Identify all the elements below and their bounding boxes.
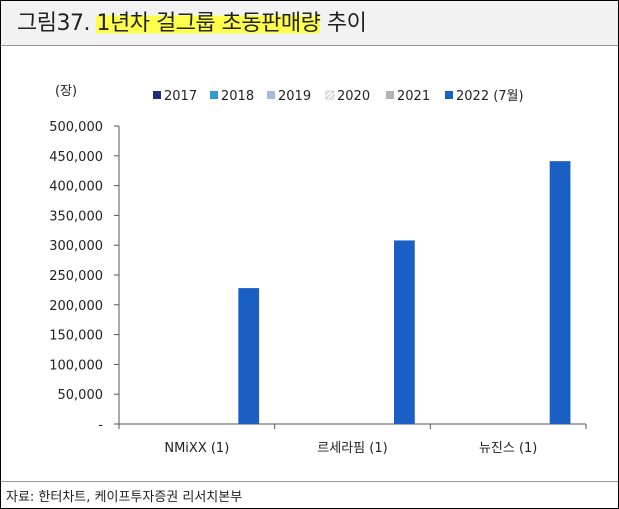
bar (549, 161, 571, 424)
legend-label: 2021 (397, 89, 430, 104)
y-tick-label: 250,000 (49, 269, 103, 284)
legend-label: 2020 (337, 89, 370, 104)
y-tick-label: 500,000 (49, 120, 103, 135)
legend-item: 2022 (7월) (445, 89, 524, 104)
x-tick-label: 뉴진스 (1) (479, 441, 537, 456)
x-tick-label: NMiXX (1) (164, 441, 229, 456)
footer-divider (1, 481, 618, 482)
figure-title-highlight: 1년차 걸그룹 초동판매량 (96, 11, 321, 36)
legend-item: 2021 (386, 89, 430, 104)
legend: 2017 2018 2019 2020 2021 2022 (7월) (153, 89, 524, 104)
legend-label: 2017 (164, 89, 197, 104)
figure-number: 그림37. (17, 11, 90, 36)
legend-swatch (386, 91, 394, 99)
y-tick-label: 350,000 (49, 209, 103, 224)
bar-chart: 2017 2018 2019 2020 2021 2022 (7월) - 50,000 100… (49, 89, 587, 456)
y-tick-label: 150,000 (49, 329, 103, 344)
legend-item: 2018 (210, 89, 254, 104)
y-tick-label: 50,000 (58, 388, 104, 403)
legend-label: 2022 (7월) (456, 89, 524, 104)
bar (394, 240, 415, 424)
legend-swatch (153, 91, 161, 99)
title-bar: 그림37. 1년차 걸그룹 초동판매량 추이 (1, 1, 618, 46)
y-tick-label: 400,000 (49, 180, 103, 195)
figure-title-suffix: 추이 (326, 11, 367, 36)
y-tick-label: - (98, 418, 103, 433)
y-tick-label: 300,000 (49, 239, 103, 254)
legend-item: 2020 (325, 89, 370, 104)
x-tick-label: 르세라핌 (1) (317, 441, 387, 456)
bar (238, 288, 260, 424)
legend-item: 2019 (267, 89, 311, 104)
legend-swatch (267, 91, 275, 99)
legend-label: 2018 (221, 89, 254, 104)
y-axis-unit: (장) (55, 84, 78, 99)
y-tick-label: 100,000 (49, 358, 103, 373)
y-tick-label: 450,000 (49, 150, 103, 165)
x-axis: NMiXX (1) 르세라핌 (1) 뉴진스 (1) (118, 423, 587, 456)
source-note: 자료: 한터차트, 케이프투자증권 리서치본부 (6, 490, 243, 505)
legend-swatch (325, 90, 335, 100)
figure-title: 그림37. 1년차 걸그룹 초동판매량 추이 (17, 10, 367, 38)
legend-swatch (445, 91, 453, 99)
legend-swatch (210, 91, 218, 99)
y-axis: - 50,000 100,000 150,000 200,000 250,000 300,0… (49, 120, 120, 433)
bars (238, 161, 571, 424)
legend-label: 2019 (278, 89, 311, 104)
y-tick-label: 200,000 (49, 299, 103, 314)
legend-item: 2017 (153, 89, 197, 104)
